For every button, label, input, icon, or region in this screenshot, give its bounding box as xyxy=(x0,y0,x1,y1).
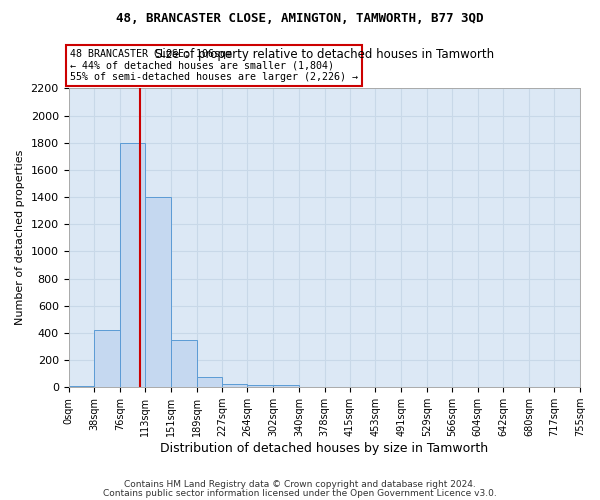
Bar xyxy=(120,142,145,387)
Bar xyxy=(273,384,299,387)
Y-axis label: Number of detached properties: Number of detached properties xyxy=(15,150,25,326)
Text: 48, BRANCASTER CLOSE, AMINGTON, TAMWORTH, B77 3QD: 48, BRANCASTER CLOSE, AMINGTON, TAMWORTH… xyxy=(116,12,484,26)
Bar xyxy=(247,385,273,387)
Text: 48 BRANCASTER CLOSE: 106sqm
← 44% of detached houses are smaller (1,804)
55% of : 48 BRANCASTER CLOSE: 106sqm ← 44% of det… xyxy=(70,49,358,82)
Text: Contains public sector information licensed under the Open Government Licence v3: Contains public sector information licen… xyxy=(103,489,497,498)
Bar xyxy=(94,330,120,387)
Bar xyxy=(223,384,247,387)
X-axis label: Distribution of detached houses by size in Tamworth: Distribution of detached houses by size … xyxy=(160,442,488,455)
Title: Size of property relative to detached houses in Tamworth: Size of property relative to detached ho… xyxy=(155,48,494,61)
Bar xyxy=(171,340,197,387)
Bar xyxy=(197,377,223,387)
Bar xyxy=(68,386,94,387)
Text: Contains HM Land Registry data © Crown copyright and database right 2024.: Contains HM Land Registry data © Crown c… xyxy=(124,480,476,489)
Bar xyxy=(145,197,171,387)
